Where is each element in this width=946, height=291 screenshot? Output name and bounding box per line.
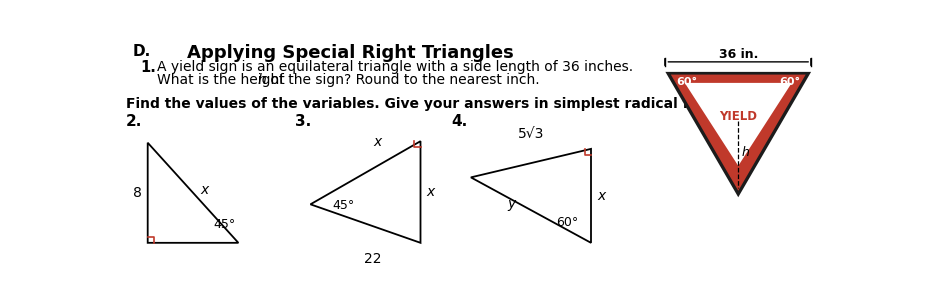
Polygon shape xyxy=(665,72,811,197)
Text: x: x xyxy=(597,189,605,203)
Text: 4.: 4. xyxy=(451,114,467,129)
Text: x: x xyxy=(427,185,435,199)
Text: h: h xyxy=(257,73,267,87)
Text: 5√3: 5√3 xyxy=(517,127,544,141)
Text: YIELD: YIELD xyxy=(719,110,757,123)
Text: 60°: 60° xyxy=(780,77,800,86)
Text: 60°: 60° xyxy=(556,216,578,229)
Text: x: x xyxy=(201,183,209,198)
Text: y: y xyxy=(507,197,516,211)
Text: h: h xyxy=(742,146,749,159)
Polygon shape xyxy=(685,83,792,166)
Text: of the sign? Round to the nearest inch.: of the sign? Round to the nearest inch. xyxy=(266,73,539,87)
Text: 8: 8 xyxy=(133,186,142,200)
Text: D.: D. xyxy=(132,44,150,59)
Text: Applying Special Right Triangles: Applying Special Right Triangles xyxy=(187,44,514,62)
Text: A yield sign is an equilateral triangle with a side length of 36 inches.: A yield sign is an equilateral triangle … xyxy=(157,60,633,74)
Text: 45°: 45° xyxy=(332,199,355,212)
Text: 22: 22 xyxy=(364,252,382,266)
Text: 36 in.: 36 in. xyxy=(719,48,758,61)
Text: 2.: 2. xyxy=(126,114,143,129)
Text: 60°: 60° xyxy=(676,77,697,86)
Polygon shape xyxy=(671,74,806,191)
Text: 3.: 3. xyxy=(295,114,311,129)
Text: 1.: 1. xyxy=(140,60,156,74)
Text: x: x xyxy=(374,135,382,149)
Text: Find the values of the variables. Give your answers in simplest radical form.: Find the values of the variables. Give y… xyxy=(126,97,725,111)
Text: 45°: 45° xyxy=(214,217,236,230)
Text: What is the height: What is the height xyxy=(157,73,289,87)
